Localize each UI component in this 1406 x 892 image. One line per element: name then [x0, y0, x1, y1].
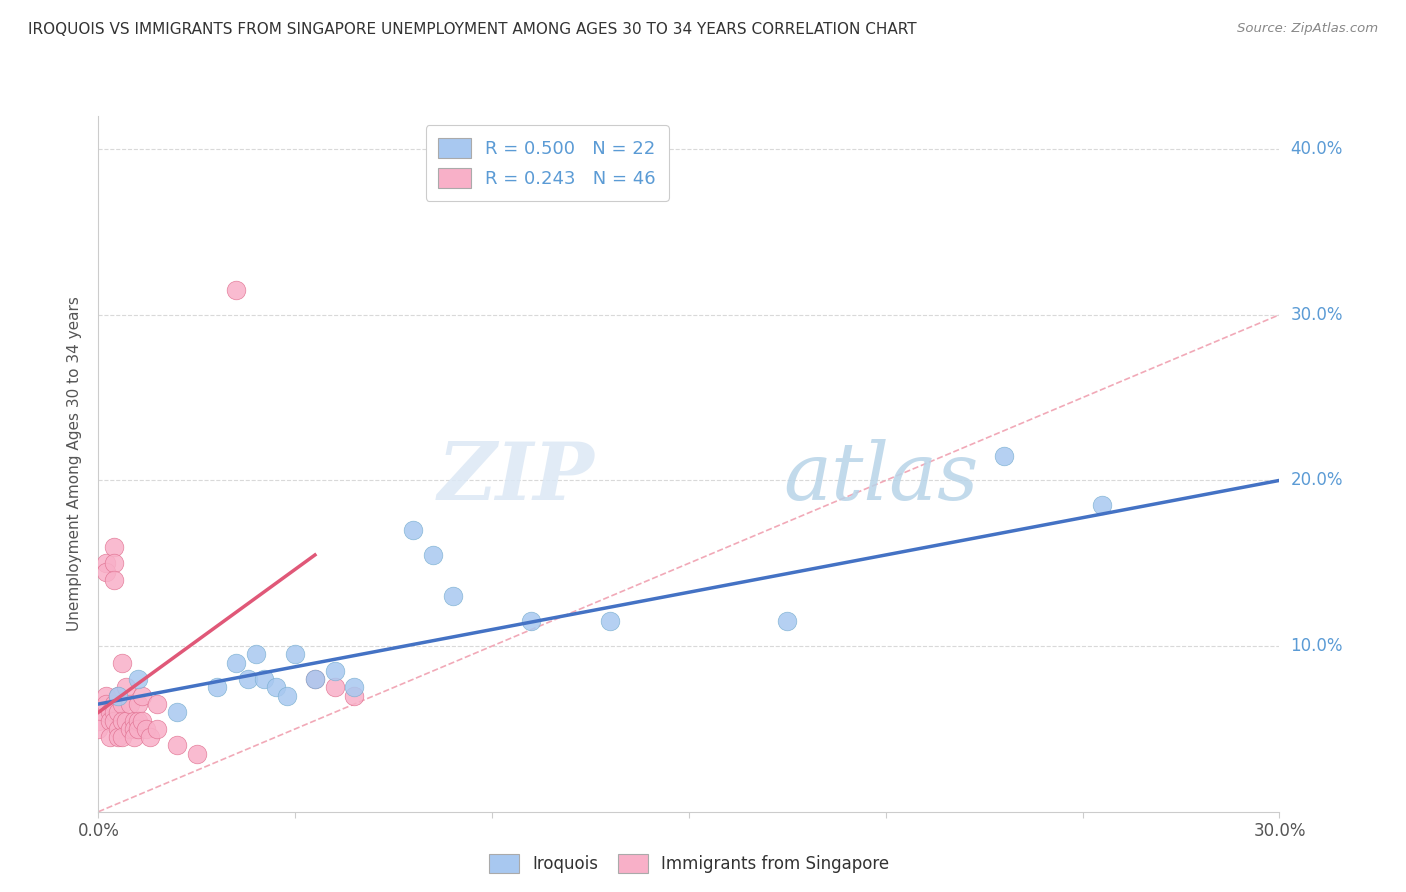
Point	[103, 573, 125, 587]
Point	[323, 681, 346, 695]
Point	[96, 556, 118, 570]
Point	[993, 449, 1015, 463]
Point	[127, 697, 149, 711]
Text: 10.0%: 10.0%	[1291, 637, 1343, 655]
Point	[264, 681, 287, 695]
Point	[225, 656, 247, 670]
Point	[122, 722, 145, 736]
Point	[118, 697, 141, 711]
Point	[111, 714, 134, 728]
Point	[103, 714, 125, 728]
Point	[253, 672, 276, 686]
Point	[103, 556, 125, 570]
Point	[146, 722, 169, 736]
Point	[245, 648, 267, 662]
Point	[131, 689, 153, 703]
Point	[107, 689, 129, 703]
Point	[146, 697, 169, 711]
Point	[402, 523, 425, 537]
Point	[441, 590, 464, 604]
Point	[122, 714, 145, 728]
Point	[111, 656, 134, 670]
Point	[205, 681, 228, 695]
Point	[166, 739, 188, 753]
Point	[115, 714, 138, 728]
Point	[115, 681, 138, 695]
Text: Source: ZipAtlas.com: Source: ZipAtlas.com	[1237, 22, 1378, 36]
Point	[186, 747, 208, 761]
Text: 40.0%: 40.0%	[1291, 140, 1343, 158]
Point	[599, 614, 621, 628]
Point	[98, 706, 121, 720]
Point	[98, 714, 121, 728]
Point	[96, 697, 118, 711]
Point	[103, 706, 125, 720]
Point	[520, 614, 543, 628]
Point	[107, 730, 129, 744]
Point	[87, 722, 110, 736]
Point	[96, 565, 118, 579]
Point	[422, 548, 444, 562]
Point	[138, 730, 160, 744]
Point	[304, 672, 326, 686]
Y-axis label: Unemployment Among Ages 30 to 34 years: Unemployment Among Ages 30 to 34 years	[67, 296, 83, 632]
Point	[1091, 498, 1114, 512]
Point	[166, 706, 188, 720]
Point	[276, 689, 298, 703]
Point	[236, 672, 259, 686]
Point	[127, 672, 149, 686]
Text: atlas: atlas	[783, 439, 979, 516]
Point	[103, 697, 125, 711]
Point	[111, 730, 134, 744]
Point	[343, 681, 366, 695]
Point	[127, 714, 149, 728]
Point	[131, 714, 153, 728]
Point	[87, 706, 110, 720]
Text: IROQUOIS VS IMMIGRANTS FROM SINGAPORE UNEMPLOYMENT AMONG AGES 30 TO 34 YEARS COR: IROQUOIS VS IMMIGRANTS FROM SINGAPORE UN…	[28, 22, 917, 37]
Point	[111, 697, 134, 711]
Point	[135, 722, 157, 736]
Point	[87, 714, 110, 728]
Legend: Iroquois, Immigrants from Singapore: Iroquois, Immigrants from Singapore	[482, 847, 896, 880]
Point	[103, 540, 125, 554]
Point	[107, 722, 129, 736]
Point	[107, 706, 129, 720]
Text: 20.0%: 20.0%	[1291, 471, 1343, 490]
Point	[343, 689, 366, 703]
Point	[122, 730, 145, 744]
Point	[118, 722, 141, 736]
Point	[304, 672, 326, 686]
Point	[107, 689, 129, 703]
Point	[284, 648, 307, 662]
Point	[127, 722, 149, 736]
Point	[98, 730, 121, 744]
Point	[225, 283, 247, 297]
Text: ZIP: ZIP	[437, 439, 595, 516]
Point	[96, 689, 118, 703]
Point	[776, 614, 799, 628]
Text: 30.0%: 30.0%	[1291, 306, 1343, 324]
Point	[323, 664, 346, 678]
